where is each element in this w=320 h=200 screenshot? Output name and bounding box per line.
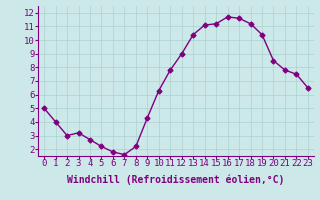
- X-axis label: Windchill (Refroidissement éolien,°C): Windchill (Refroidissement éolien,°C): [67, 174, 285, 185]
